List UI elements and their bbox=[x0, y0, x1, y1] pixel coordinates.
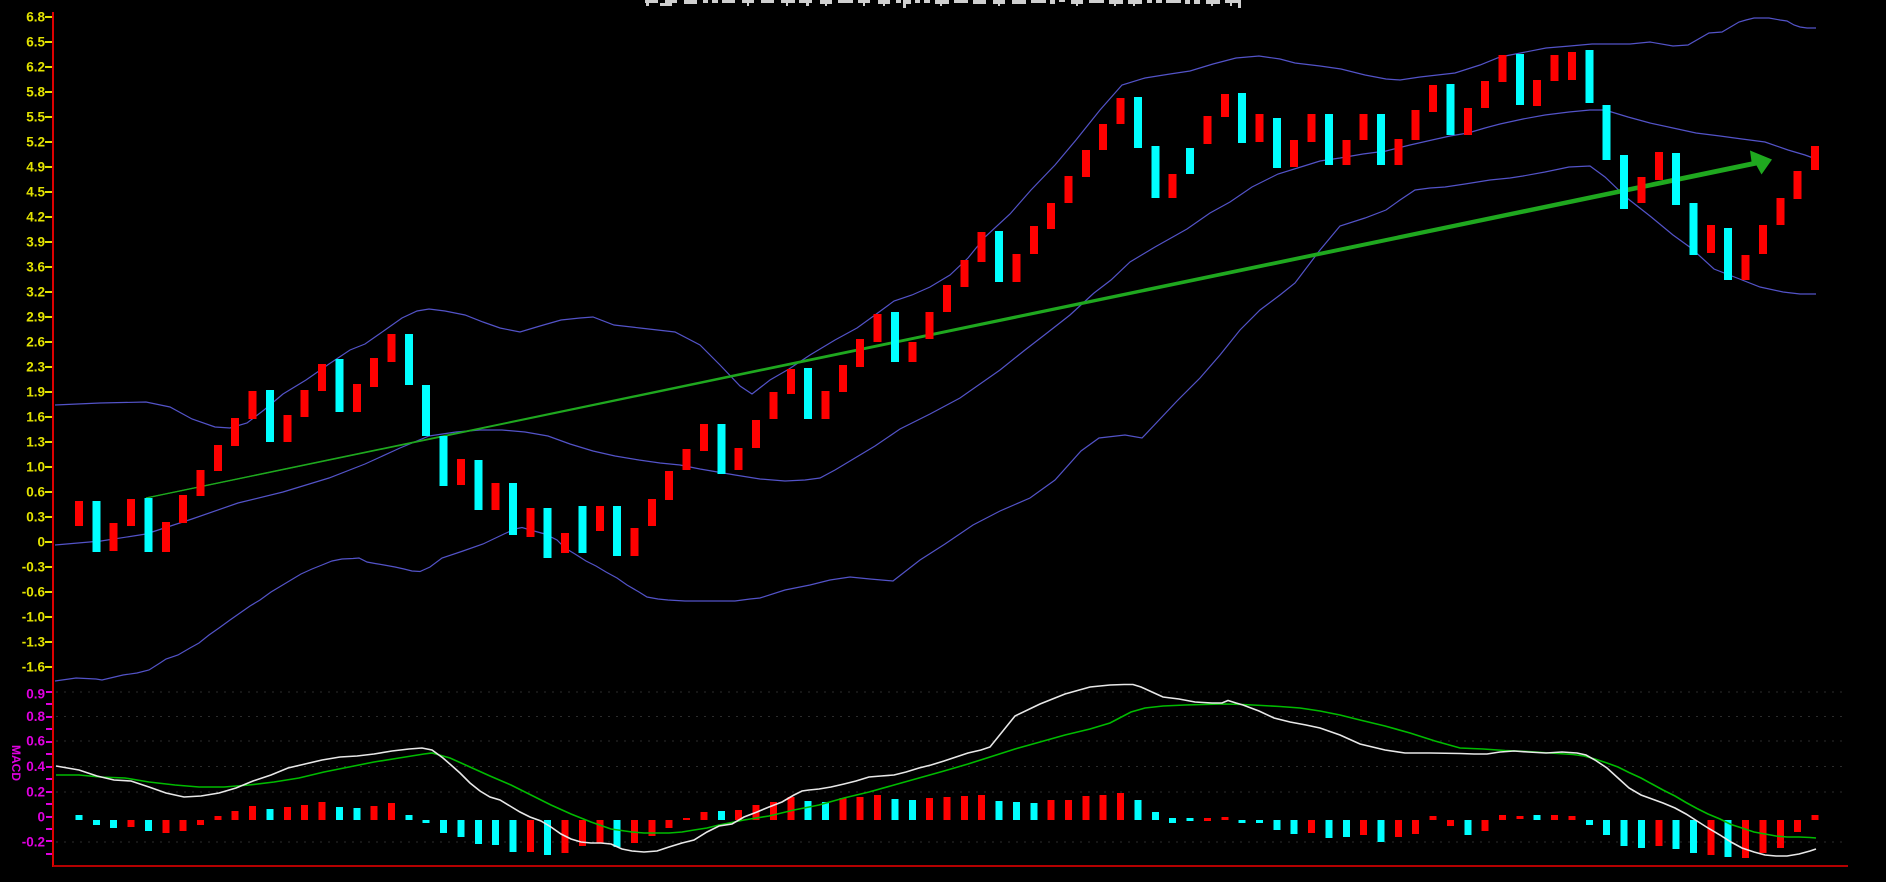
svg-text:5.2: 5.2 bbox=[26, 135, 45, 150]
svg-text:4.9: 4.9 bbox=[26, 160, 45, 175]
svg-text:0.2: 0.2 bbox=[26, 785, 45, 800]
svg-text:0.9: 0.9 bbox=[26, 687, 45, 702]
svg-text:5.8: 5.8 bbox=[26, 85, 45, 100]
svg-text:2.9: 2.9 bbox=[26, 310, 45, 325]
svg-text:2.3: 2.3 bbox=[26, 360, 45, 375]
svg-text:6.8: 6.8 bbox=[26, 10, 45, 25]
svg-text:2.6: 2.6 bbox=[26, 335, 45, 350]
svg-text:1.0: 1.0 bbox=[26, 460, 45, 475]
svg-text:-0.6: -0.6 bbox=[22, 585, 46, 600]
svg-text:0: 0 bbox=[37, 810, 45, 825]
svg-text:3.2: 3.2 bbox=[26, 285, 45, 300]
svg-text:0.3: 0.3 bbox=[26, 510, 45, 525]
svg-text:0.6: 0.6 bbox=[26, 734, 45, 749]
svg-text:0.8: 0.8 bbox=[26, 709, 45, 724]
svg-text:-1.6: -1.6 bbox=[22, 660, 46, 675]
svg-text:-1.3: -1.3 bbox=[22, 635, 46, 650]
svg-text:0: 0 bbox=[37, 535, 45, 550]
svg-text:0.6: 0.6 bbox=[26, 485, 45, 500]
svg-text:1.9: 1.9 bbox=[26, 385, 45, 400]
svg-text:3.9: 3.9 bbox=[26, 235, 45, 250]
svg-text:4.5: 4.5 bbox=[26, 185, 45, 200]
svg-text:-1.0: -1.0 bbox=[22, 610, 45, 625]
svg-text:-0.3: -0.3 bbox=[22, 560, 46, 575]
svg-text:-0.2: -0.2 bbox=[22, 835, 45, 850]
svg-text:6.2: 6.2 bbox=[26, 60, 45, 75]
svg-text:1.6: 1.6 bbox=[26, 410, 45, 425]
svg-text:3.6: 3.6 bbox=[26, 260, 45, 275]
svg-text:0.4: 0.4 bbox=[26, 759, 45, 774]
svg-text:5.5: 5.5 bbox=[26, 110, 45, 125]
svg-text:6.5: 6.5 bbox=[26, 35, 45, 50]
svg-text:1.3: 1.3 bbox=[26, 435, 45, 450]
svg-text:MACD: MACD bbox=[9, 745, 23, 781]
svg-text:4.2: 4.2 bbox=[26, 210, 45, 225]
